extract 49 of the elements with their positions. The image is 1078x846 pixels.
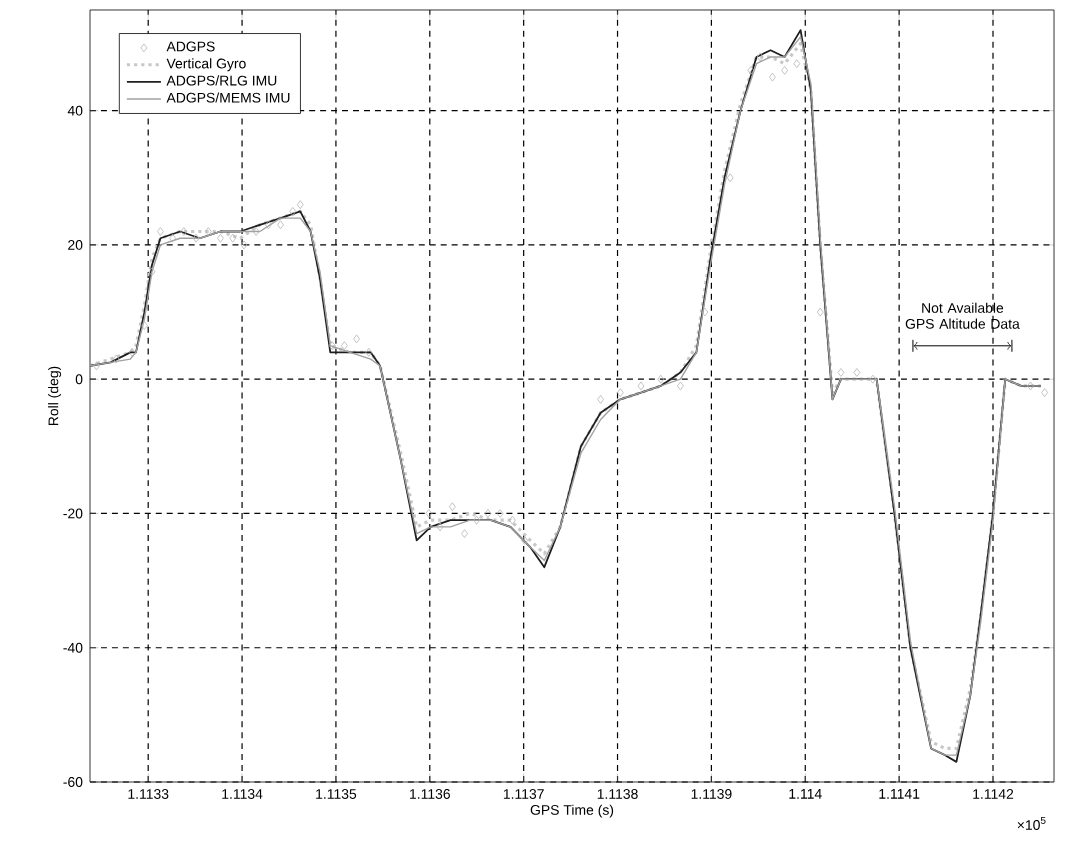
point [637, 381, 645, 391]
point [726, 173, 734, 183]
point [169, 233, 176, 243]
point [112, 354, 120, 364]
point [837, 368, 845, 377]
point [289, 206, 297, 216]
point [484, 509, 492, 518]
point [180, 227, 188, 236]
point [853, 368, 861, 377]
point [340, 341, 348, 351]
point [657, 374, 665, 384]
point [793, 59, 801, 69]
point [869, 374, 877, 384]
point [192, 233, 200, 243]
point [217, 233, 224, 243]
point [1041, 388, 1049, 398]
point [128, 347, 136, 357]
point [747, 66, 755, 75]
point [157, 227, 164, 236]
point [365, 347, 373, 357]
point [461, 529, 468, 538]
point [616, 388, 624, 398]
point [240, 240, 248, 250]
point [277, 220, 284, 230]
point [264, 220, 272, 230]
point [141, 321, 148, 330]
point [328, 341, 336, 351]
point [781, 66, 788, 75]
point [1027, 381, 1034, 391]
point [296, 200, 304, 210]
point [597, 394, 605, 404]
point [148, 267, 156, 277]
point [204, 227, 212, 236]
point [701, 307, 709, 317]
point [816, 307, 824, 317]
point [93, 361, 100, 371]
point [436, 522, 444, 532]
point [425, 509, 433, 518]
point [473, 515, 481, 525]
point [353, 334, 360, 344]
point [496, 509, 504, 518]
point [252, 227, 260, 236]
point [229, 233, 237, 243]
point [756, 52, 764, 62]
point [677, 381, 684, 391]
point [448, 502, 456, 512]
point [509, 515, 516, 525]
point [769, 72, 776, 82]
point [521, 535, 528, 545]
